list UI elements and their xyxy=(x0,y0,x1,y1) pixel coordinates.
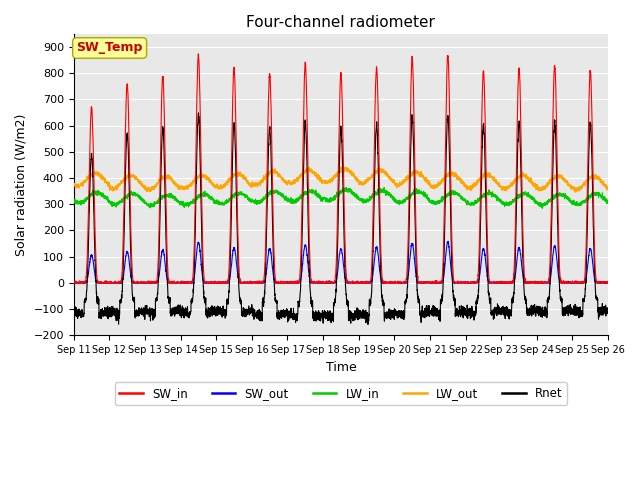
Text: SW_Temp: SW_Temp xyxy=(76,41,143,54)
Legend: SW_in, SW_out, LW_in, LW_out, Rnet: SW_in, SW_out, LW_in, LW_out, Rnet xyxy=(115,382,567,405)
X-axis label: Time: Time xyxy=(326,360,356,373)
Y-axis label: Solar radiation (W/m2): Solar radiation (W/m2) xyxy=(15,113,28,256)
Title: Four-channel radiometer: Four-channel radiometer xyxy=(246,15,435,30)
